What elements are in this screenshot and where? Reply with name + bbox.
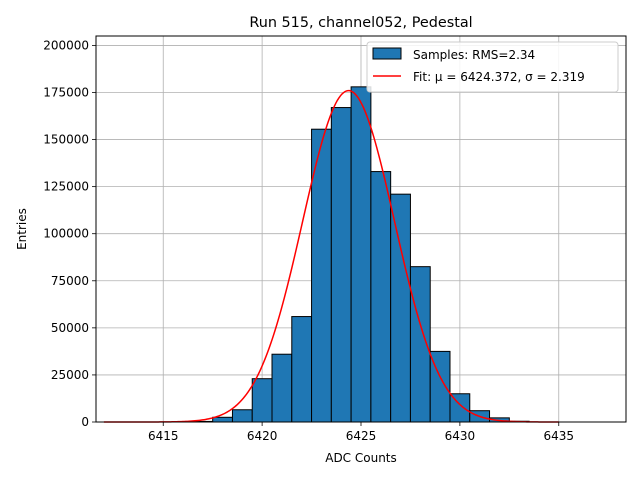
histogram-bar: [212, 416, 233, 423]
y-tick-label: 175000: [43, 85, 89, 99]
y-tick-label: 125000: [43, 180, 89, 194]
x-tick-label: 6430: [445, 429, 476, 443]
histogram-bar: [291, 316, 313, 423]
y-tick-label: 75000: [51, 274, 89, 288]
legend-histogram-swatch: [372, 47, 402, 60]
y-tick-label: 150000: [43, 133, 89, 147]
histogram-bar: [350, 86, 372, 423]
histogram-bar: [231, 409, 253, 423]
legend-histogram-label: Samples: RMS=2.34: [413, 48, 535, 62]
chart-title: Run 515, channel052, Pedestal: [249, 15, 472, 31]
x-tick-label: 6435: [543, 429, 574, 443]
x-axis-label: ADC Counts: [325, 451, 397, 465]
x-tick-label: 6425: [346, 429, 377, 443]
histogram-bars: [192, 86, 530, 423]
y-axis-label: Entries: [15, 208, 29, 250]
legend-box: [366, 41, 619, 93]
y-tick-label: 0: [81, 415, 89, 429]
histogram-bar: [271, 353, 293, 423]
y-tick-label: 100000: [43, 227, 89, 241]
x-axis-ticks: 6415 6420 6425 6430 6435: [148, 422, 574, 443]
histogram-bar: [390, 193, 411, 423]
histogram-bar: [330, 107, 352, 423]
legend: Samples: RMS=2.34 Fit: μ = 6424.372, σ =…: [366, 41, 619, 93]
x-tick-label: 6420: [247, 429, 278, 443]
y-tick-label: 50000: [51, 321, 89, 335]
y-tick-label: 25000: [51, 368, 89, 382]
y-axis-ticks: 0 25000 50000 75000 100000 125000 150000 175000…: [43, 38, 96, 429]
histogram-bar: [370, 171, 392, 423]
y-tick-label: 200000: [43, 38, 89, 52]
histogram-bar: [251, 378, 273, 423]
legend-fit-label: Fit: μ = 6424.372, σ = 2.319: [413, 70, 585, 84]
x-tick-label: 6415: [148, 429, 179, 443]
